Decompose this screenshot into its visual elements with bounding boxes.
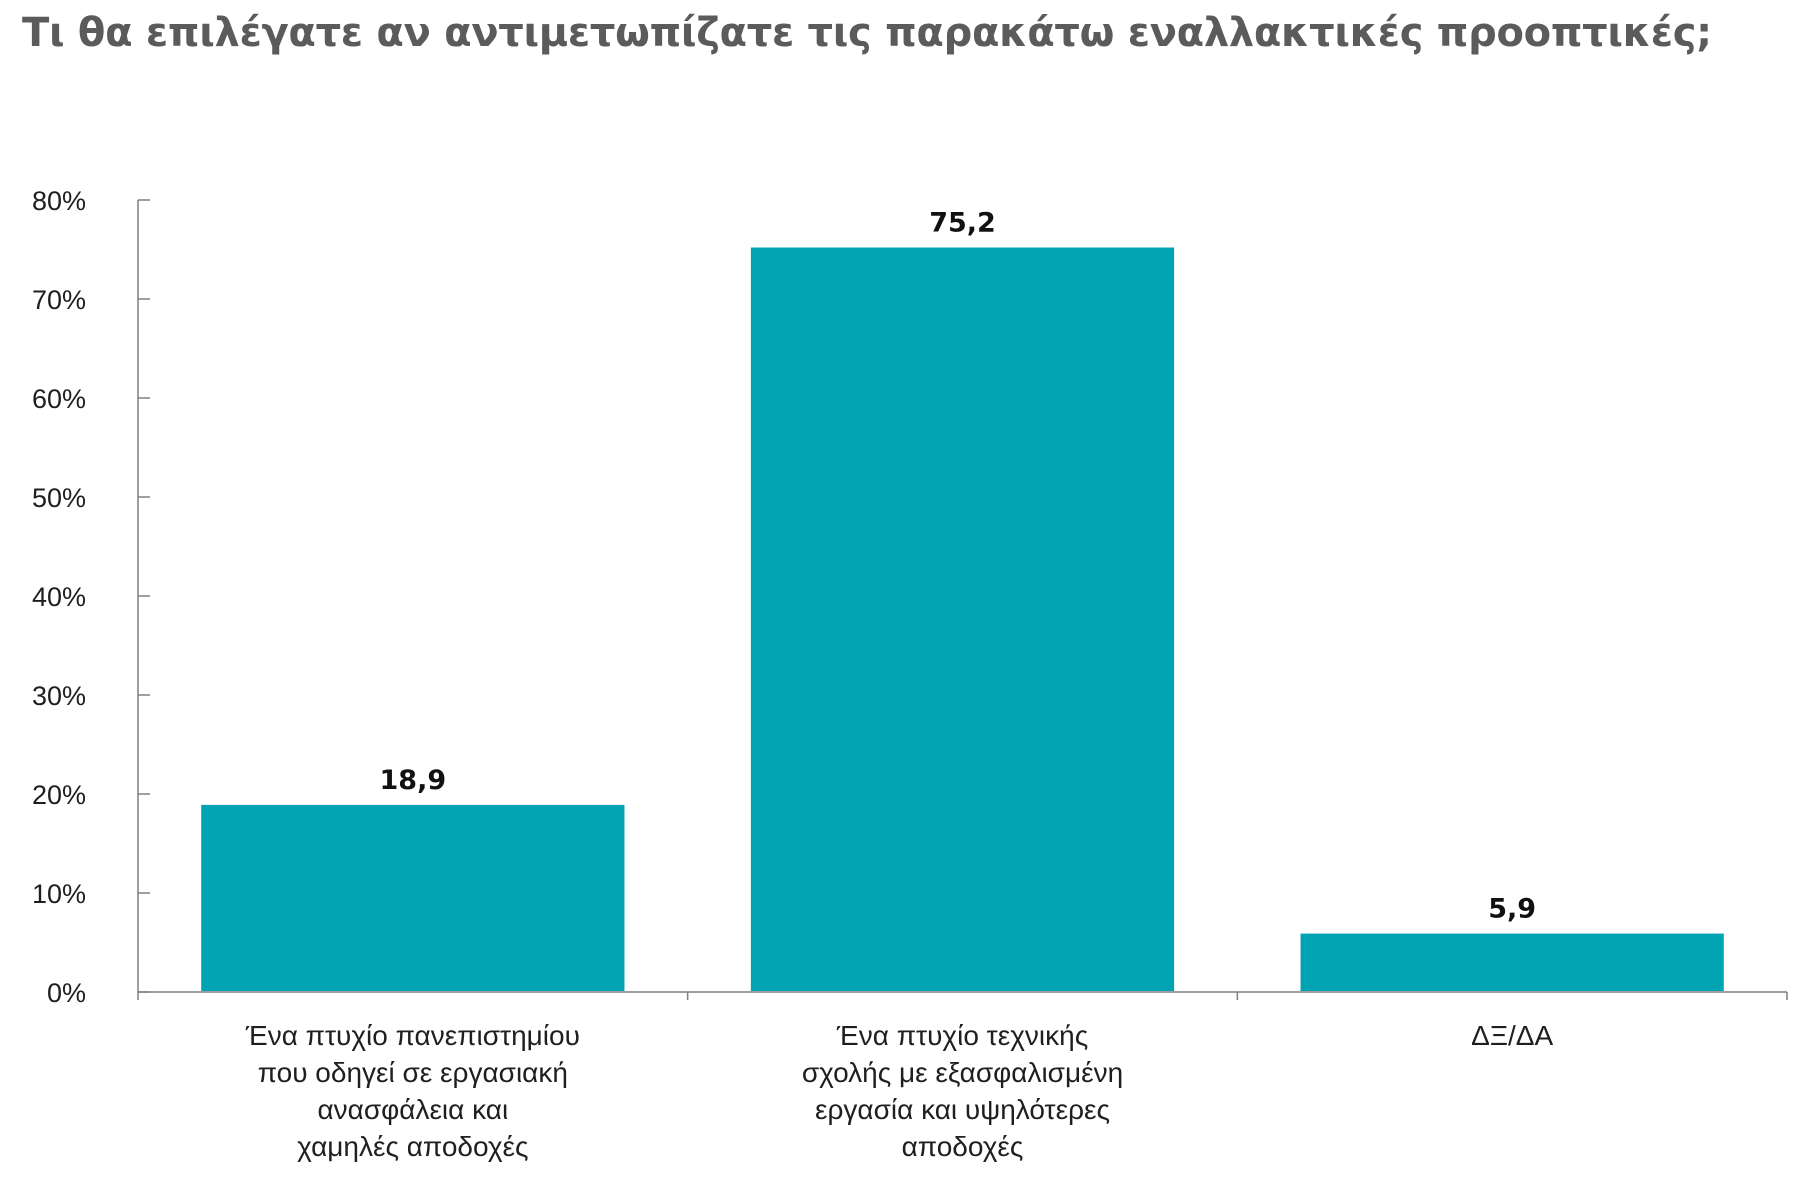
value-labels: 18,9 75,2 5,9	[380, 208, 1537, 925]
x-tick-label: εργασία και υψηλότερες	[815, 1094, 1110, 1125]
y-tick-label: 50%	[32, 483, 86, 513]
data-label: 18,9	[380, 765, 447, 796]
y-tick-label: 40%	[32, 582, 86, 612]
x-axis	[137, 991, 1788, 1000]
y-tick-label: 10%	[32, 879, 86, 909]
data-label: 5,9	[1488, 894, 1536, 925]
y-tick-label: 70%	[32, 285, 86, 315]
chart-title: Τι θα επιλέγατε αν αντιμετωπίζατε τις πα…	[22, 10, 1712, 56]
y-tick-label: 30%	[32, 681, 86, 711]
category-labels: Ένα πτυχίο πανεπιστημίου που οδηγεί σε ερ…	[245, 1020, 1554, 1162]
y-tick-label: 0%	[47, 978, 86, 1008]
x-tick-label: χαμηλές αποδοχές	[297, 1131, 528, 1162]
bar	[201, 804, 625, 991]
x-tick-label: ΔΞ/ΔΑ	[1471, 1020, 1553, 1051]
bar	[1300, 933, 1724, 991]
y-tick-label: 60%	[32, 384, 86, 414]
data-label: 75,2	[929, 208, 996, 239]
bars	[201, 247, 1724, 991]
x-tick-label: αποδοχές	[902, 1131, 1024, 1162]
y-tick-label: 20%	[32, 780, 86, 810]
x-tick-label: Ένα πτυχίο πανεπιστημίου	[245, 1020, 580, 1051]
y-axis: 0% 10% 20% 30% 40% 50% 60% 70% 80%	[32, 186, 150, 1008]
x-tick-label: ανασφάλεια και	[317, 1094, 508, 1125]
x-tick-label: Ένα πτυχίο τεχνικής	[836, 1020, 1088, 1051]
bar	[750, 247, 1175, 991]
x-tick-label: σχολής με εξασφαλισμένη	[802, 1057, 1123, 1088]
x-tick-label: που οδηγεί σε εργασιακή	[258, 1057, 568, 1088]
y-tick-label: 80%	[32, 186, 86, 216]
